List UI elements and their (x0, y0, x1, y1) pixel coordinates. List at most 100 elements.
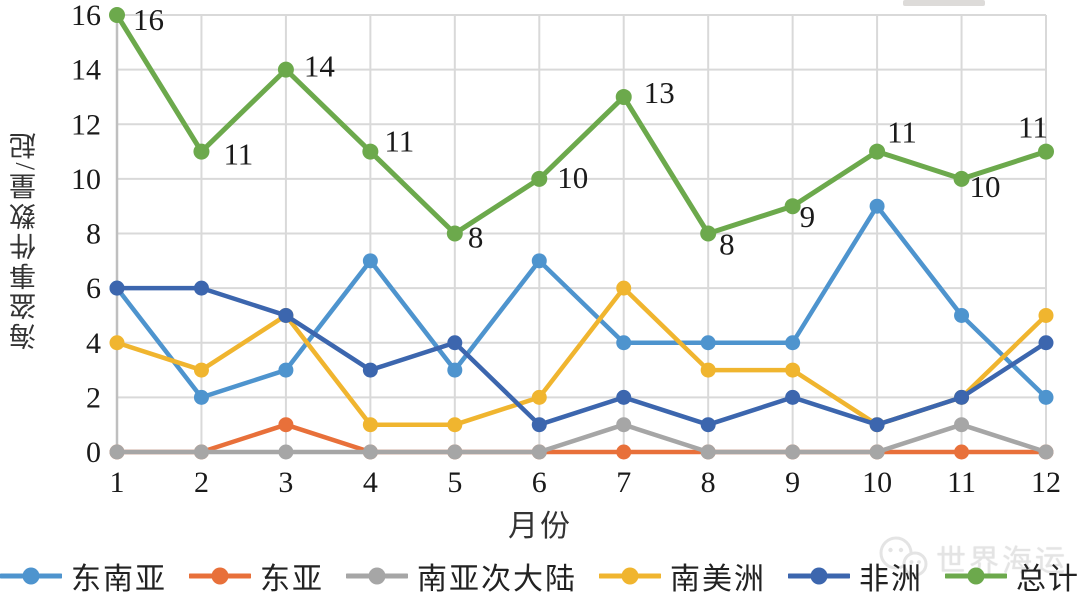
y-tick-label: 16 (71, 0, 101, 32)
data-point (362, 362, 378, 378)
series-1-group (109, 198, 1054, 405)
data-point (1038, 335, 1054, 351)
data-point (447, 444, 463, 460)
data-label: 11 (1018, 110, 1048, 145)
data-point (109, 444, 125, 460)
x-tick-label: 11 (947, 466, 976, 499)
data-point (278, 362, 294, 378)
data-point (193, 444, 209, 460)
y-tick-label: 4 (86, 327, 101, 360)
data-point (362, 253, 378, 269)
x-tick-label: 5 (447, 466, 462, 499)
data-point (531, 417, 547, 433)
data-point (616, 444, 632, 460)
series-line (114, 12, 1049, 236)
series-line (114, 422, 1049, 455)
data-point (193, 362, 209, 378)
series-3-group (109, 417, 1054, 460)
data-point (278, 444, 294, 460)
data-label: 13 (644, 75, 675, 110)
data-point (362, 417, 378, 433)
legend-label: 非洲 (859, 563, 923, 596)
legend-marker (788, 567, 850, 585)
data-point (446, 225, 463, 242)
data-point (616, 335, 632, 351)
data-point (784, 198, 801, 215)
legend-item-3: 南亚次大陆 (346, 554, 577, 598)
data-point (109, 7, 125, 23)
data-point (531, 444, 547, 460)
data-point (700, 225, 717, 242)
x-tick-label: 1 (110, 466, 125, 499)
legend-marker (599, 567, 661, 585)
legend-item-2: 东亚 (189, 554, 324, 598)
data-point (277, 61, 294, 78)
data-point (954, 389, 970, 405)
data-point (869, 143, 886, 160)
data-point (1038, 444, 1054, 460)
data-point (1038, 307, 1054, 323)
legend-marker (189, 567, 251, 585)
data-label: 8 (719, 227, 735, 262)
legend-item-4: 南美洲 (599, 554, 766, 598)
series-line (114, 422, 1049, 455)
x-tick-label: 6 (532, 466, 547, 499)
y-tick-label: 0 (86, 436, 101, 469)
legend-item-1: 东南亚 (0, 554, 167, 598)
y-tick-label: 6 (86, 272, 101, 305)
data-point (531, 389, 547, 405)
data-point (869, 417, 885, 433)
data-point (1038, 143, 1054, 160)
data-point (785, 444, 801, 460)
data-point (616, 280, 632, 296)
data-point (278, 417, 294, 433)
x-tick-label: 12 (1031, 466, 1061, 499)
data-point (869, 198, 885, 214)
x-axis-title: 月份 (508, 510, 572, 543)
gridlines (116, 14, 1047, 453)
y-tick-label: 8 (86, 218, 101, 251)
data-point (953, 170, 970, 187)
legend-label: 东南亚 (71, 563, 167, 596)
y-axis-title: 海盗事件数量/起 (10, 129, 40, 351)
legend-marker (346, 567, 408, 585)
legend-item-5: 非洲 (788, 554, 923, 598)
legend-item-6: 总计 (945, 554, 1080, 598)
data-point (954, 307, 970, 323)
legend-label: 南美洲 (670, 563, 766, 596)
data-point (193, 280, 209, 296)
data-label: 11 (223, 137, 253, 172)
data-point (109, 280, 125, 296)
data-label: 10 (557, 160, 588, 195)
x-tick-label: 8 (701, 466, 716, 499)
data-point (615, 88, 632, 105)
x-tick-label: 9 (785, 466, 800, 499)
data-point (447, 417, 463, 433)
data-label: 14 (304, 49, 336, 84)
series-line (114, 285, 1049, 427)
data-label: 8 (468, 220, 484, 255)
data-label: 10 (970, 169, 1001, 204)
data-point (616, 389, 632, 405)
data-point (362, 143, 379, 160)
data-point (193, 389, 209, 405)
legend-marker (945, 567, 1007, 585)
legend-label: 东亚 (260, 563, 324, 596)
data-point (954, 444, 970, 460)
x-tick-label: 7 (616, 466, 631, 499)
data-point (616, 417, 632, 433)
data-point (785, 389, 801, 405)
y-tick-label: 14 (71, 54, 101, 87)
data-point (193, 143, 210, 160)
data-point (278, 307, 294, 323)
data-point (954, 417, 970, 433)
data-point (700, 444, 716, 460)
y-tick-label: 10 (71, 163, 101, 196)
y-tick-label: 2 (86, 381, 101, 414)
data-point (1038, 389, 1054, 405)
legend-label: 总计 (1016, 563, 1080, 596)
x-tick-label: 10 (862, 466, 892, 499)
data-point (700, 335, 716, 351)
